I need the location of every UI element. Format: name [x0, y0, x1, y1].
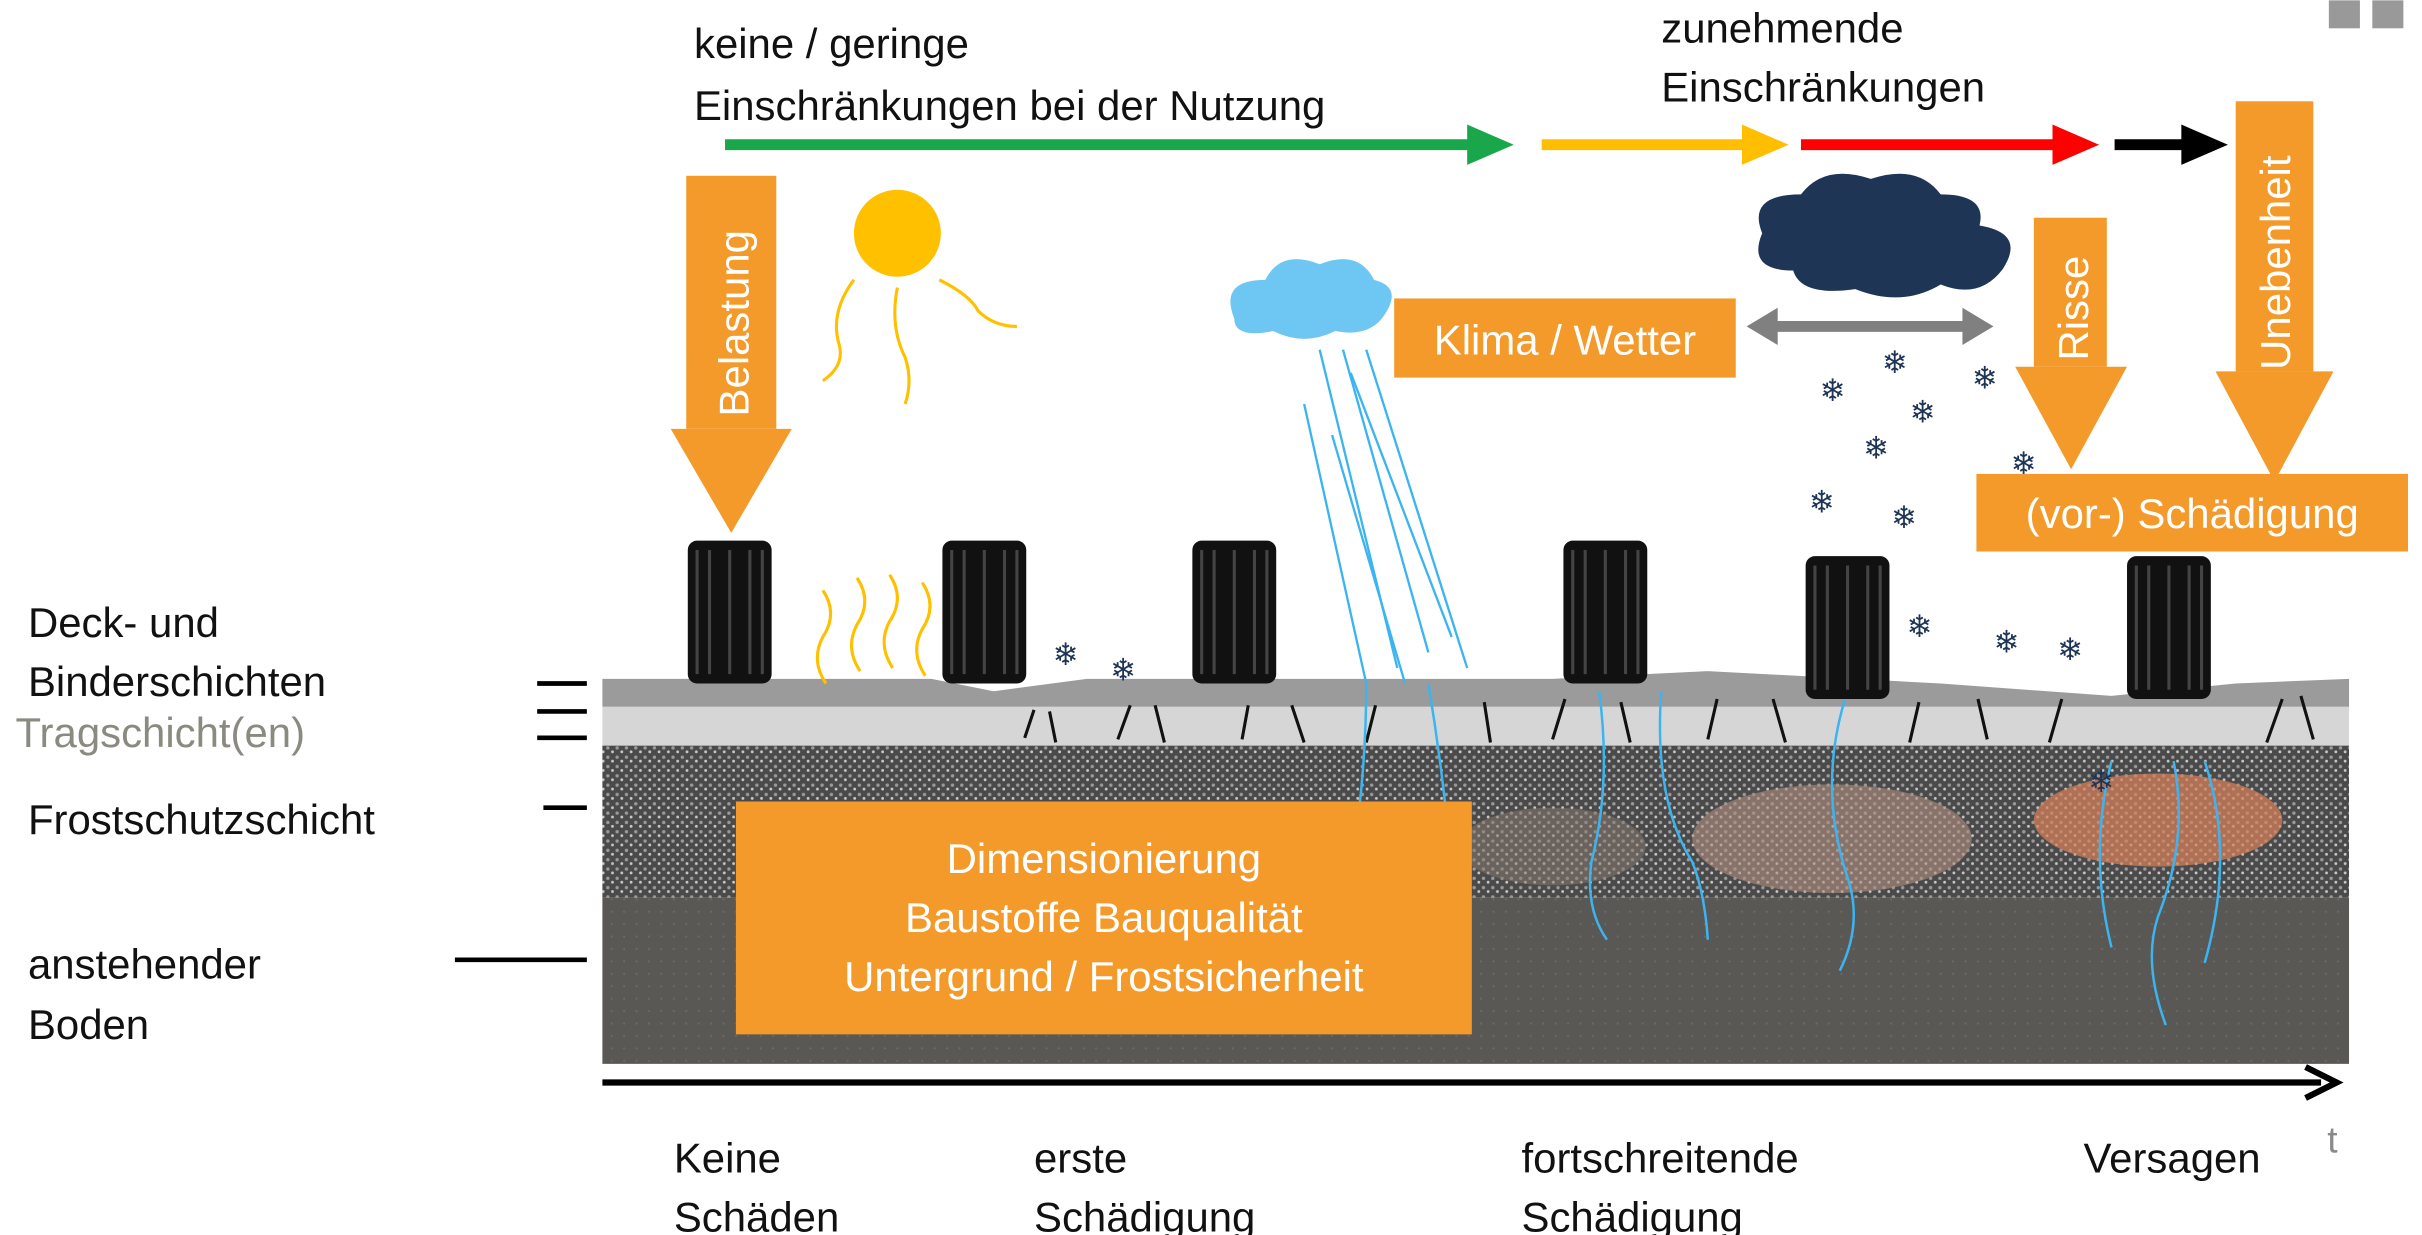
layer-label: Boden [28, 1001, 149, 1048]
cracks-label: Risse [2050, 256, 2097, 361]
corner-mark [2329, 0, 2360, 28]
stage-label: erste [1034, 1135, 1127, 1182]
usage-high-2: Einschränkungen [1661, 63, 1985, 110]
factor: Baustoffe Bauqualität [905, 894, 1303, 941]
stage-label: Schädigung [1034, 1194, 1255, 1235]
layer-label: Deck- und [28, 599, 219, 646]
layer-label: Frostschutzschicht [28, 796, 375, 843]
unevenness-label: Unebenheit [2252, 155, 2299, 370]
layer-label: Binderschichten [28, 658, 326, 705]
page: { "usage": { "low": ["keine / geringe", … [0, 0, 2422, 1235]
usage-low-2: Einschränkungen bei der Nutzung [694, 82, 1325, 129]
climate-label: Klima / Wetter [1434, 316, 1696, 363]
layer-label: anstehender [28, 940, 261, 987]
diagram: ❄ keine / geringe Einschränkungen bei de… [0, 0, 2422, 1235]
stage-label: Versagen [2084, 1135, 2261, 1182]
usage-high-1: zunehmende [1661, 4, 1903, 51]
load-label: Belastung [710, 230, 757, 416]
usage-arrows [725, 125, 2228, 165]
stage-label: fortschreitende [1522, 1135, 1799, 1182]
tires [688, 541, 2211, 699]
climate-arrow [1747, 308, 1994, 345]
layer-label: Tragschicht(en) [16, 709, 306, 756]
layer-markers [455, 683, 587, 959]
stage-label: Schädigung [1522, 1194, 1743, 1235]
corner-mark [2372, 0, 2403, 28]
predamage-label: (vor-) Schädigung [2026, 490, 2359, 537]
factor: Dimensionierung [947, 835, 1261, 882]
usage-low-1: keine / geringe [694, 20, 969, 67]
stage-label: Schäden [674, 1194, 839, 1235]
timeline-arrow [602, 1067, 2336, 1098]
factor: Untergrund / Frostsicherheit [844, 953, 1364, 1000]
time-axis-label: t [2327, 1118, 2338, 1160]
stage-label: Keine [674, 1135, 781, 1182]
